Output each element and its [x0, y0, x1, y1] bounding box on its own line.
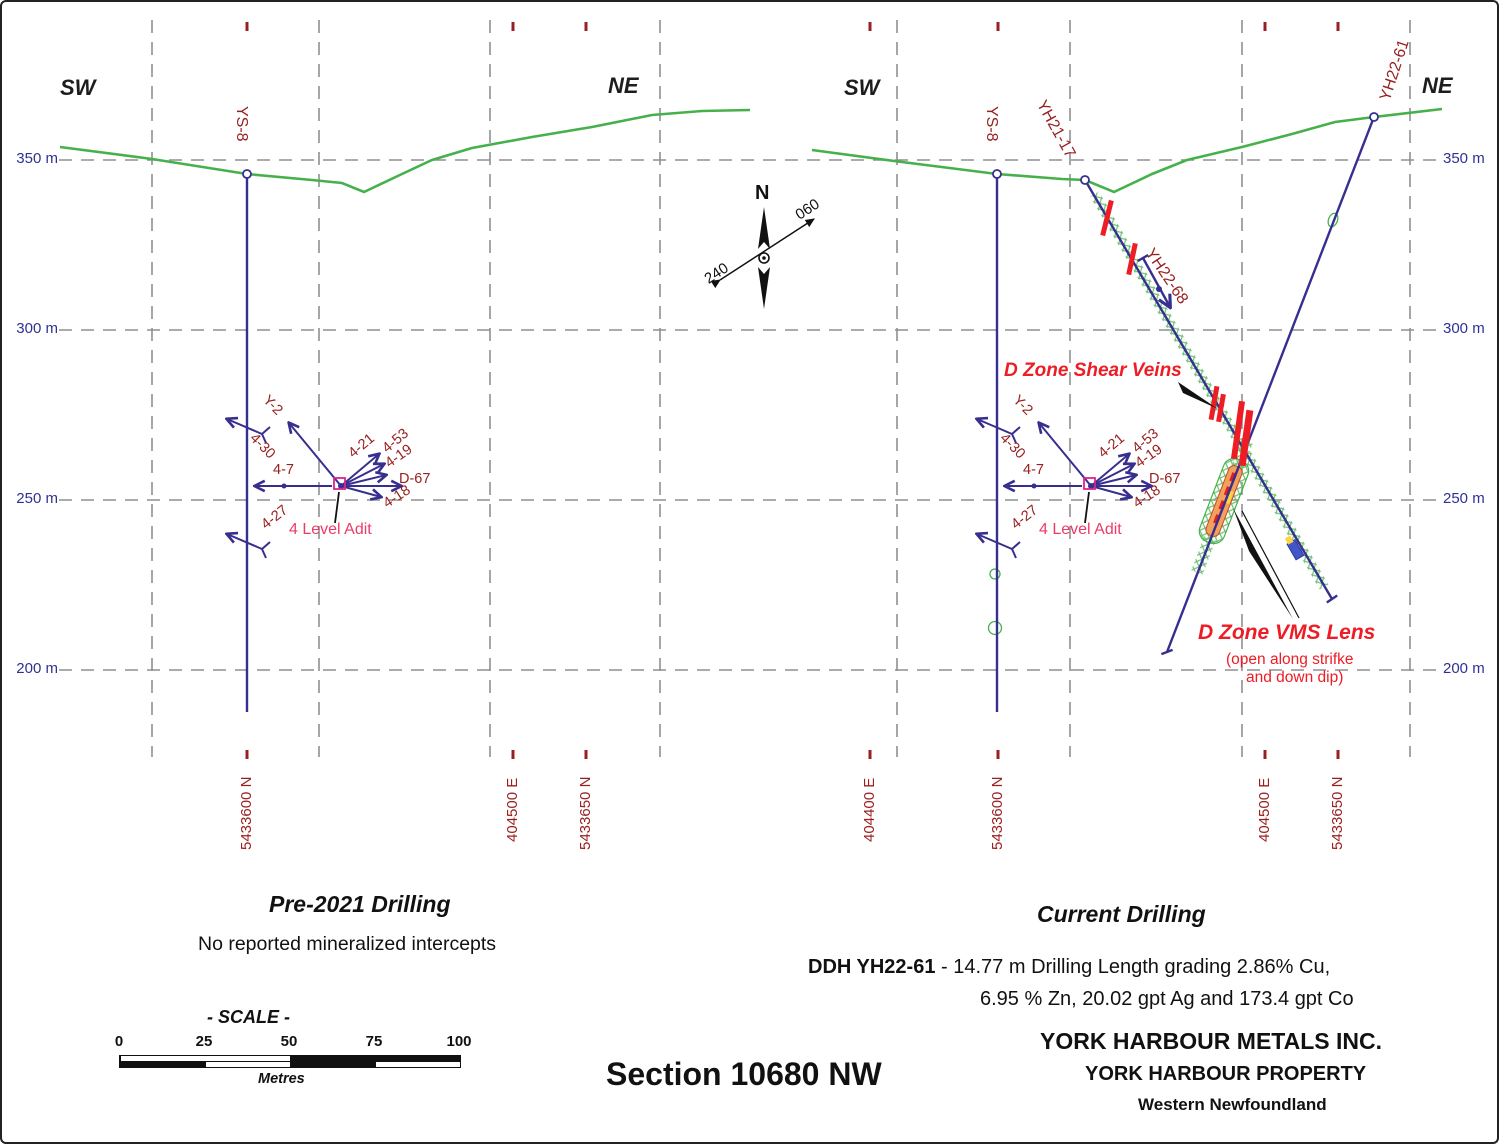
- hole-yh22-61: [1165, 116, 1376, 653]
- vms-lens-note-1: (open along strifke: [1226, 651, 1354, 668]
- elevation-350-right: 350 m: [1443, 150, 1485, 167]
- hole-label-d67-left: D-67: [399, 471, 431, 487]
- hole-label-ys8-right: YS-8: [983, 106, 1000, 142]
- adit-label-right: 4 Level Adit: [1039, 521, 1122, 538]
- hole-yh22-68: [1141, 257, 1170, 307]
- vms-lens-note-2: and down dip): [1246, 669, 1344, 686]
- adit-arrow-fan-right: [1005, 423, 1151, 497]
- shear-vein-bars: [1100, 199, 1254, 467]
- elevation-250-left: 250 m: [16, 490, 58, 507]
- fan-origin-left: [338, 483, 344, 489]
- elevation-200-right: 200 m: [1443, 660, 1485, 677]
- scale-bar: [119, 1055, 461, 1068]
- direction-label-ne-right: NE: [1422, 73, 1453, 98]
- direction-label-sw-left: SW: [60, 75, 96, 100]
- surface-profile: [59, 107, 1443, 194]
- adit-label-left: 4 Level Adit: [289, 521, 372, 538]
- vms-lens-label: D Zone VMS Lens: [1198, 621, 1376, 644]
- grid-lines: [59, 20, 1437, 757]
- direction-label-ne-left: NE: [608, 73, 639, 98]
- hole-cross-ticks: [227, 419, 1021, 559]
- scale-tick-50: 50: [280, 1033, 298, 1050]
- elevation-350-left: 350 m: [16, 150, 58, 167]
- coord-5433600n-left: 5433600 N: [238, 776, 255, 850]
- direction-label-sw-right: SW: [844, 75, 880, 100]
- property-name: YORK HARBOUR PROPERTY: [1085, 1063, 1367, 1085]
- mineral-spots: [1284, 535, 1305, 561]
- scale-title: - SCALE -: [207, 1007, 290, 1027]
- left-panel-subtitle: No reported mineralized intercepts: [198, 933, 497, 955]
- adit-markers: [333, 477, 1096, 524]
- drill-result-grades: - 14.77 m Drilling Length grading 2.86% …: [935, 956, 1331, 978]
- hole-4-7-dot-left: [281, 483, 287, 489]
- mineral-circle-lower: [987, 620, 1003, 636]
- compass-rose: [710, 207, 815, 309]
- collar-circles: [242, 112, 1379, 185]
- elevation-250-right: 250 m: [1443, 490, 1485, 507]
- scale-unit-label: Metres: [258, 1071, 305, 1087]
- right-panel-title: Current Drilling: [1037, 901, 1206, 927]
- elevation-300-left: 300 m: [16, 320, 58, 337]
- adit-arrow-fan-left: [255, 423, 401, 497]
- coord-404500e-right: 404500 E: [1256, 777, 1273, 842]
- yh22-68-dot: [1156, 286, 1162, 292]
- mineral-circle-upper: [989, 568, 1001, 580]
- drill-holes: [245, 116, 1376, 712]
- hole-yh21-17: [1083, 179, 1334, 600]
- scale-tick-100: 100: [446, 1033, 472, 1050]
- hole-label-d67-right: D-67: [1149, 471, 1181, 487]
- left-panel-title: Pre-2021 Drilling: [269, 891, 451, 917]
- fan-origin-right: [1088, 483, 1094, 489]
- coord-404500e-left: 404500 E: [504, 777, 521, 842]
- coord-5433650n-right: 5433650 N: [1329, 776, 1346, 850]
- hole-label-4-7-left: 4-7: [273, 462, 294, 478]
- drill-result-line-2: 6.95 % Zn, 20.02 gpt Ag and 173.4 gpt Co: [980, 988, 1354, 1010]
- section-title: Section 10680 NW: [606, 1056, 882, 1092]
- coordinate-ticks: [245, 22, 1340, 759]
- elevation-200-left: 200 m: [16, 660, 58, 677]
- scale-tick-25: 25: [195, 1033, 213, 1050]
- company-name: YORK HARBOUR METALS INC.: [1040, 1028, 1383, 1054]
- coord-404400e-right: 404400 E: [861, 777, 878, 842]
- hole-label-ys8-left: YS-8: [233, 106, 250, 142]
- scale-tick-0: 0: [114, 1033, 124, 1050]
- scale-tick-75: 75: [365, 1033, 383, 1050]
- hole-label-4-7-right: 4-7: [1023, 462, 1044, 478]
- drill-result-line-1: DDH YH22-61 - 14.77 m Drilling Length gr…: [808, 957, 1330, 978]
- annotation-leaders: [1178, 382, 1300, 619]
- coord-5433650n-left: 5433650 N: [577, 776, 594, 850]
- region-name: Western Newfoundland: [1138, 1095, 1327, 1114]
- elevation-300-right: 300 m: [1443, 320, 1485, 337]
- drill-result-hole-id: DDH YH22-61: [808, 956, 936, 978]
- compass-north-label: N: [755, 182, 770, 204]
- hole-4-7-dot-right: [1031, 483, 1037, 489]
- coord-5433600n-right: 5433600 N: [989, 776, 1006, 850]
- shear-veins-label: D Zone Shear Veins: [1004, 360, 1182, 381]
